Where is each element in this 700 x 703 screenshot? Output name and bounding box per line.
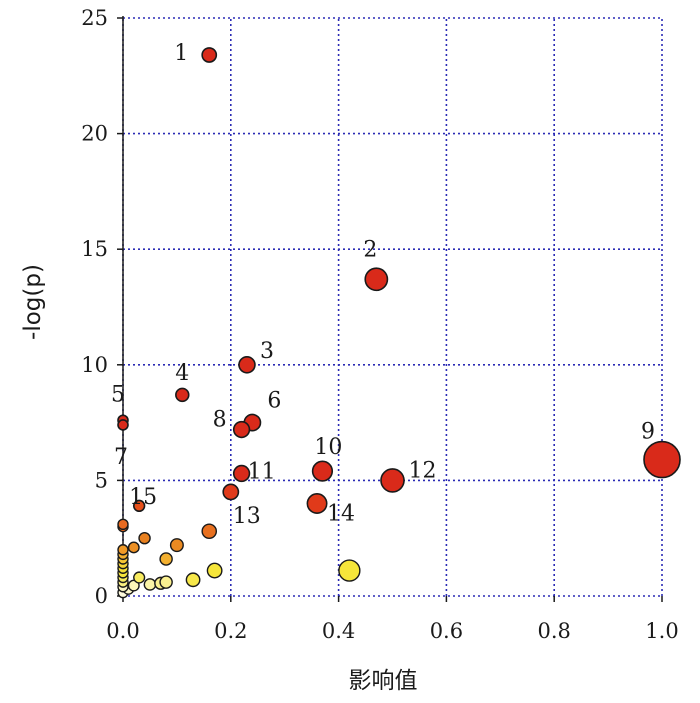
data-point: [169, 538, 184, 553]
y-tick-label: 15: [81, 237, 108, 261]
data-point: [117, 544, 129, 556]
point-label-10: 10: [314, 435, 342, 460]
x-tick-label: 0.2: [214, 619, 247, 643]
y-tick-label: 5: [95, 468, 108, 492]
point-label-8: 8: [213, 408, 227, 433]
x-tick-label: 0.0: [106, 619, 139, 643]
data-point: [143, 578, 157, 591]
data-point: [133, 571, 146, 584]
point-label-7: 7: [114, 445, 128, 470]
data-points: [117, 47, 681, 599]
data-point: [127, 541, 140, 554]
data-point-3: [238, 356, 256, 374]
x-tick-label: 0.4: [322, 619, 355, 643]
y-tick-label: 0: [95, 584, 108, 608]
data-point-11: [232, 464, 251, 483]
grid-lines: [122, 17, 663, 597]
data-point-15: [132, 499, 146, 513]
point-label-2: 2: [363, 237, 377, 262]
data-point-8: [232, 420, 251, 439]
data-point: [138, 531, 151, 545]
point-label-9: 9: [641, 420, 655, 445]
x-axis-title: 影响值: [349, 668, 418, 694]
y-tick-label: 20: [81, 122, 108, 146]
x-tick-label: 0.6: [430, 619, 463, 643]
point-label-14: 14: [327, 502, 355, 527]
data-point: [338, 559, 361, 582]
y-tick-label: 10: [81, 353, 108, 377]
point-label-12: 12: [409, 458, 437, 483]
data-point-4: [175, 387, 190, 403]
data-point-9: [643, 440, 681, 479]
data-point: [206, 562, 223, 579]
point-label-3: 3: [260, 339, 274, 364]
data-point-13: [222, 483, 240, 501]
data-point-14: [306, 493, 328, 514]
point-label-13: 13: [233, 504, 261, 529]
y-axis-title: -log(p): [20, 264, 46, 340]
point-label-4: 4: [175, 361, 189, 386]
data-point: [159, 575, 173, 589]
data-point-2: [364, 267, 389, 292]
data-point-1: [201, 47, 218, 63]
y-tick-label: 25: [81, 6, 108, 30]
data-point-7: [117, 419, 129, 431]
x-tick-label: 1.0: [645, 619, 678, 643]
point-label-1: 1: [174, 41, 188, 66]
data-point: [159, 552, 173, 566]
axes: [117, 16, 663, 602]
data-point-10: [311, 460, 334, 482]
data-point-12: [380, 468, 405, 493]
data-point: [117, 518, 129, 531]
x-tick-label: 0.8: [537, 619, 570, 643]
point-label-6: 6: [267, 389, 281, 414]
data-point: [201, 523, 218, 540]
data-point: [185, 572, 201, 588]
point-label-5: 5: [111, 382, 125, 407]
point-label-11: 11: [248, 459, 276, 484]
point-label-15: 15: [129, 485, 157, 510]
